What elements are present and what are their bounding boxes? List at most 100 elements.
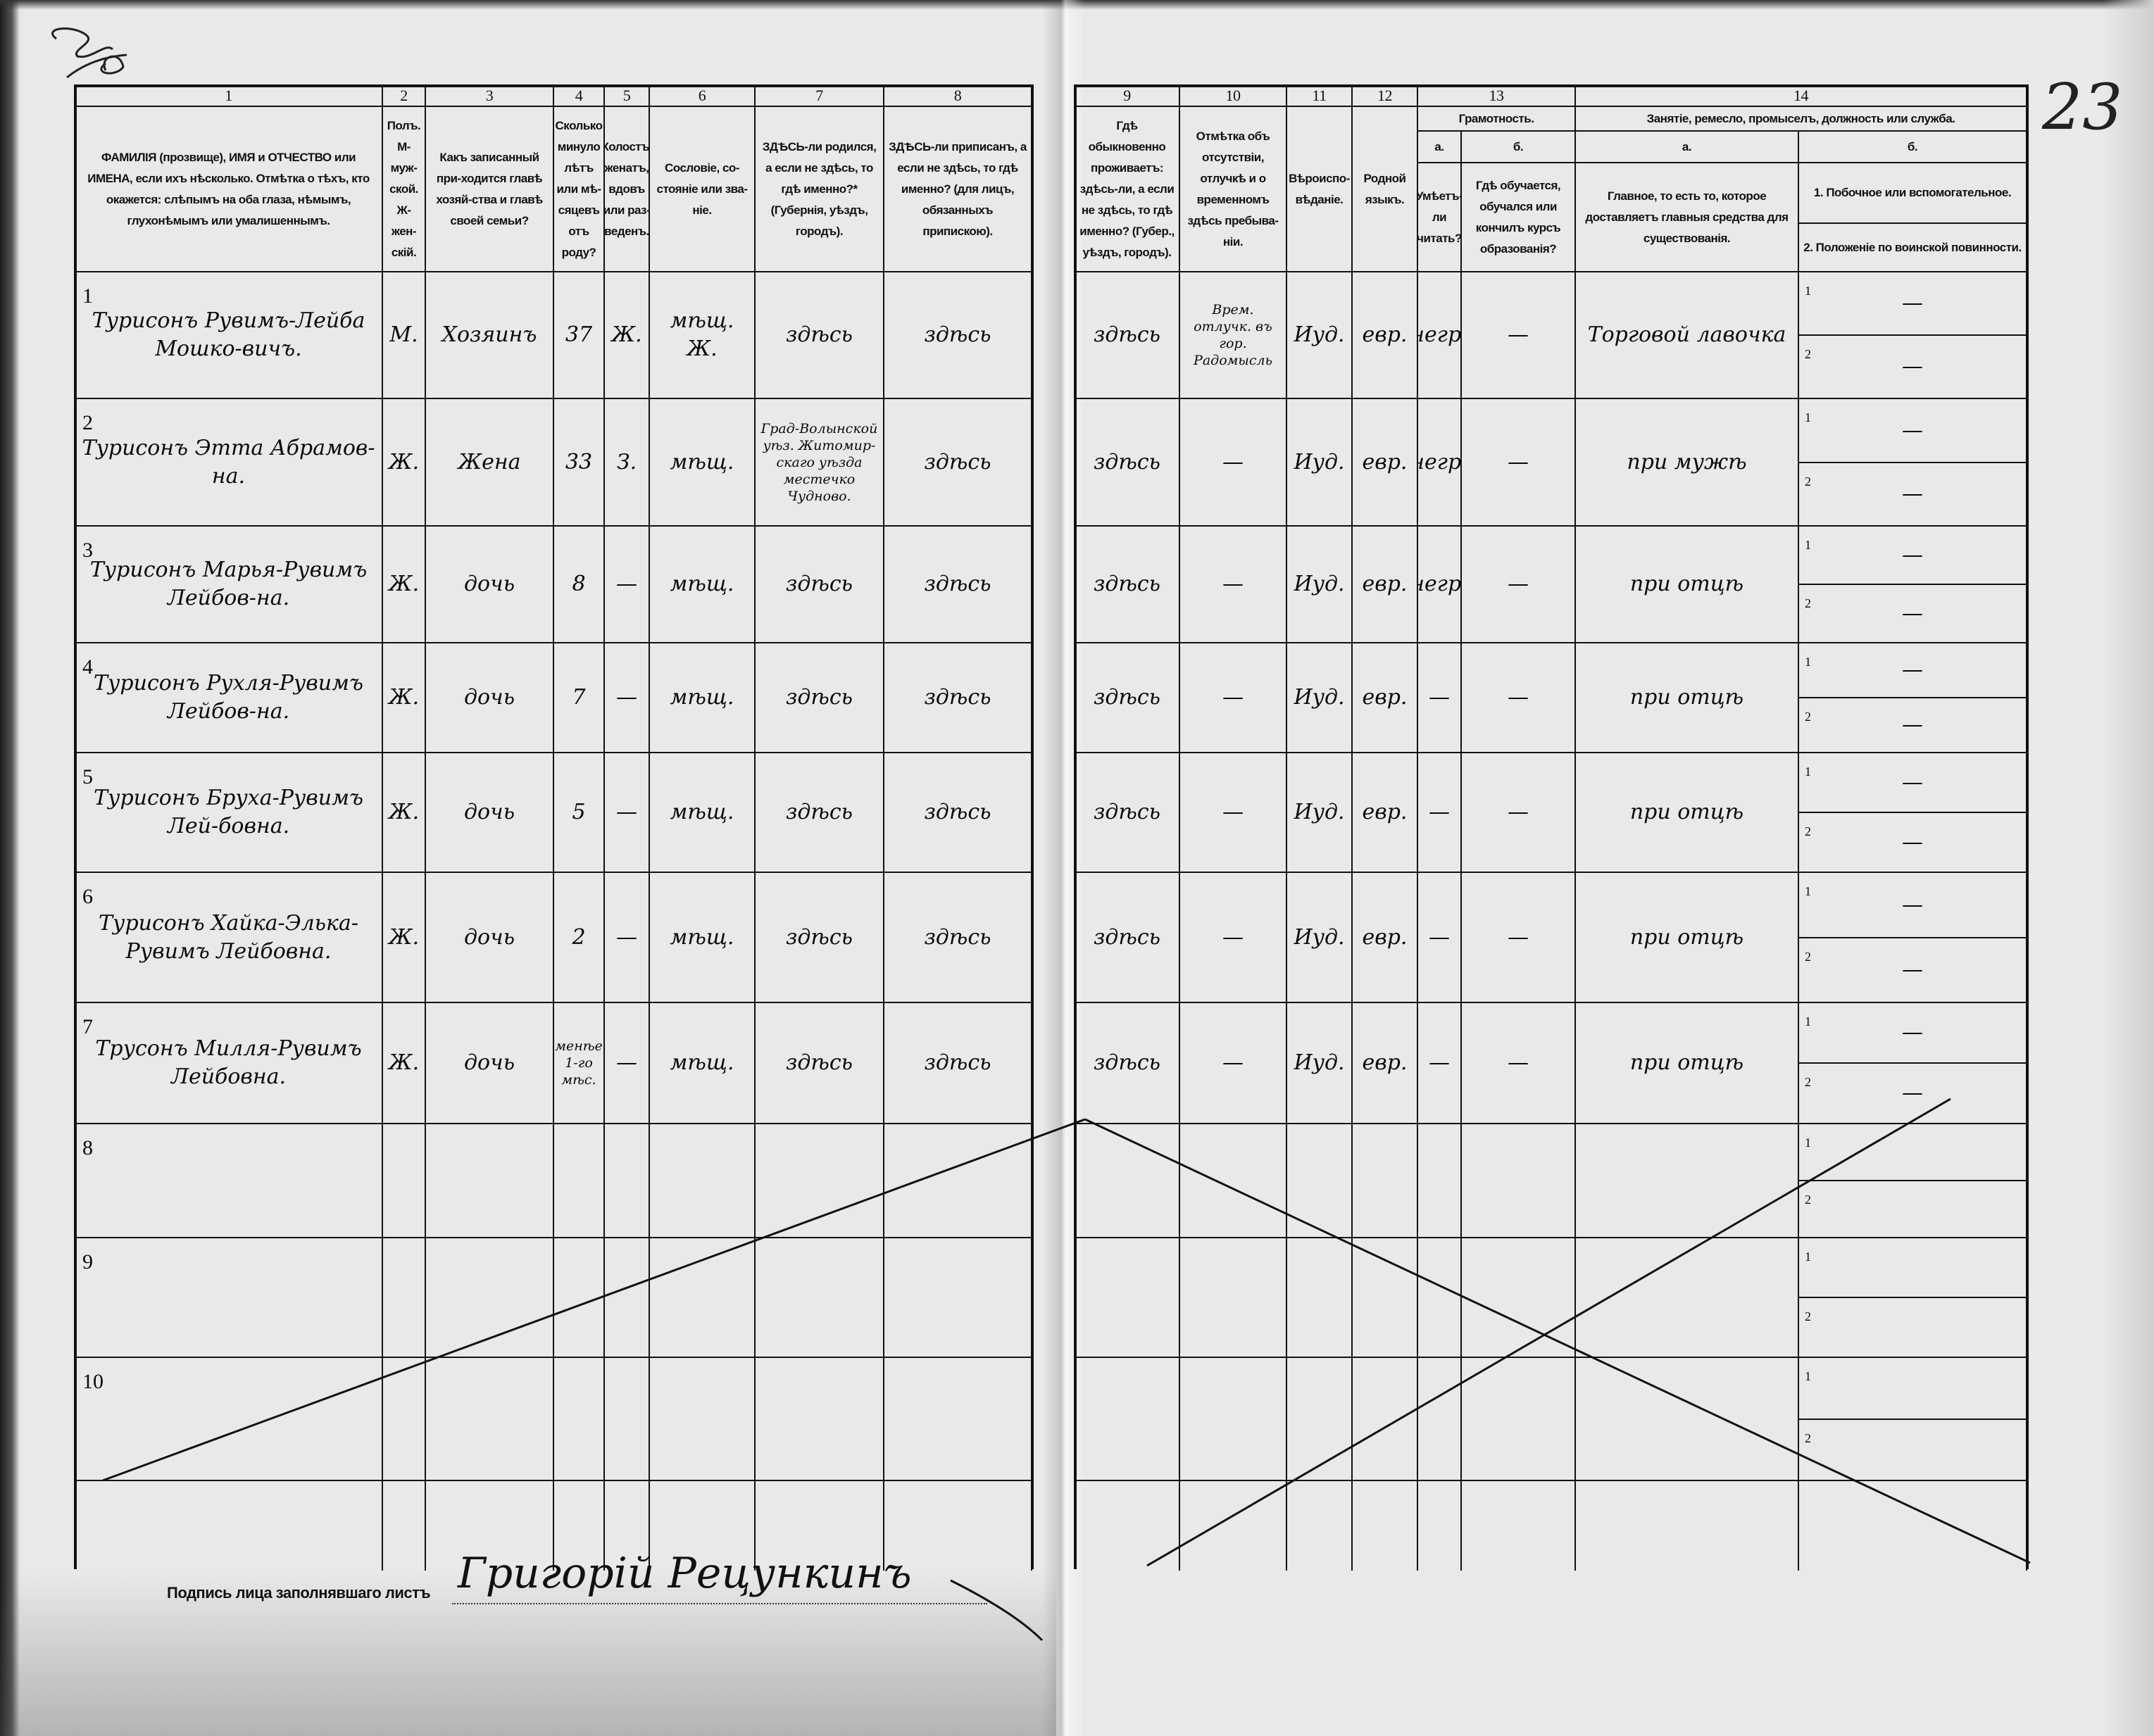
table-cell-side-occupation: 1 — [1799, 1238, 2027, 1298]
table-cell-born — [756, 1124, 884, 1238]
table-cell-reads — [1418, 1481, 1462, 1571]
cell-value: здѣсь — [786, 322, 853, 347]
cell-value: Врем. отлучк. въ гор. Радомысль — [1194, 302, 1272, 368]
table-cell-name: 10 — [75, 1358, 383, 1481]
cell-value: здѣсь — [1094, 572, 1160, 596]
cell-value: — — [1429, 685, 1450, 710]
sub-number: 1 — [1805, 1250, 1811, 1264]
cell-value: Торговой лавочка — [1587, 322, 1786, 347]
sub-number: 2 — [1805, 474, 1811, 489]
table-cell-resides: здѣсь — [1075, 527, 1180, 643]
cell-value: при отцѣ — [1629, 685, 1744, 710]
table-cell-absence: — — [1180, 1003, 1287, 1124]
cell-value: — — [1902, 769, 1923, 795]
cell-value: мѣщ. — [670, 924, 734, 950]
table-cell-language — [1353, 1358, 1418, 1481]
table-cell-resides: здѣсь — [1075, 272, 1180, 399]
cell-value: негр. — [1418, 322, 1462, 347]
column-header: Холостъ, женатъ, вдовъ или раз-веденъ. — [605, 107, 650, 272]
table-cell-marital: — — [605, 753, 650, 873]
cell-value: — — [1429, 1050, 1450, 1075]
table-cell-marital: — — [605, 873, 650, 1003]
table-cell-name: 7 Трусонъ Милля-Рувимъ Лейбовна. — [75, 1003, 383, 1124]
table-cell-schooling — [1462, 1238, 1576, 1358]
table-cell-registered: здѣсь — [884, 527, 1032, 643]
person-name: Турисонъ Этта Абрамов-на. — [82, 435, 375, 489]
cell-value: евр. — [1362, 1050, 1408, 1075]
cell-value: Ж. — [611, 322, 642, 347]
table-cell-estate: мѣщ. — [650, 399, 756, 527]
table-cell-age — [554, 1124, 605, 1238]
cell-value: здѣсь — [786, 1050, 853, 1075]
cell-value: — — [1508, 800, 1529, 824]
column-number: 13 — [1418, 86, 1576, 107]
sub-number: 2 — [1805, 347, 1811, 361]
column-number: 5 — [605, 86, 650, 107]
table-cell-resides: здѣсь — [1075, 1003, 1180, 1124]
cell-value: мѣщ. — [670, 449, 734, 474]
table-cell-empty — [1799, 1481, 2027, 1571]
row-number: 2 — [82, 411, 93, 434]
table-cell-born: здѣсь — [756, 1003, 884, 1124]
cell-value: мѣщ. — [670, 685, 734, 710]
cell-value: — — [616, 685, 637, 710]
sub-number: 2 — [1805, 596, 1811, 610]
cell-value: мѣщ. — [670, 1050, 734, 1075]
cell-value: 5 — [572, 800, 586, 824]
table-cell-occupation: при отцѣ — [1576, 1003, 1799, 1124]
cell-value: здѣсь — [1094, 924, 1160, 950]
column-number: 2 — [383, 86, 426, 107]
table-cell-language: евр. — [1353, 753, 1418, 873]
cell-value: Ж. — [388, 449, 420, 474]
table-cell-language — [1353, 1481, 1418, 1571]
table-cell-absence: — — [1180, 399, 1287, 527]
row-number: 6 — [82, 885, 93, 908]
person-name: Турисонъ Бруха-Рувимъ Лей-бовна. — [94, 786, 363, 838]
cell-value: евр. — [1362, 572, 1408, 596]
row-number: 3 — [82, 539, 93, 562]
column-header: Родной языкъ. — [1353, 107, 1418, 272]
column-header: Гдѣ обучается, обучался или кончилъ курс… — [1462, 163, 1576, 272]
table-cell-born — [756, 1358, 884, 1481]
table-cell-religion: Иуд. — [1287, 1003, 1353, 1124]
table-cell-military-status: 2 — [1799, 1298, 2027, 1358]
table-cell-schooling: — — [1462, 1003, 1576, 1124]
column-header: Сословіе, со-стояніе или зва-ніе. — [650, 107, 756, 272]
table-cell-age — [554, 1358, 605, 1481]
table-cell-military-status: 2— — [1799, 463, 2027, 527]
column-header: Вѣроиспо-вѣданіе. — [1287, 107, 1353, 272]
table-cell-born: здѣсь — [756, 527, 884, 643]
sub-number: 1 — [1805, 1014, 1811, 1029]
table-cell-language: евр. — [1353, 1003, 1418, 1124]
table-cell-schooling: — — [1462, 643, 1576, 753]
table-cell-name — [75, 1481, 383, 1571]
table-cell-marital — [605, 1358, 650, 1481]
table-cell-occupation — [1576, 1124, 1799, 1238]
table-cell-absence: — — [1180, 643, 1287, 753]
table-cell-resides — [1075, 1481, 1180, 1571]
cell-value: — — [1508, 685, 1529, 710]
table-cell-occupation: при мужѣ — [1576, 399, 1799, 527]
cell-value: здѣсь — [924, 800, 991, 824]
table-cell-age: 5 — [554, 753, 605, 873]
table-cell-occupation: при отцѣ — [1576, 643, 1799, 753]
person-name: Турисонъ Хайка-Элька-Рувимъ Лейбовна. — [99, 910, 358, 964]
sub-number: 2 — [1805, 1431, 1811, 1445]
column-number: 4 — [554, 86, 605, 107]
cell-value: здѣсь — [786, 800, 853, 824]
table-cell-born: здѣсь — [756, 753, 884, 873]
table-cell-occupation — [1576, 1238, 1799, 1358]
table-cell-religion — [1287, 1358, 1353, 1481]
cell-value: здѣсь — [1094, 1050, 1160, 1075]
table-cell-estate: мѣщ. — [650, 1003, 756, 1124]
sub-number: 2 — [1805, 710, 1811, 724]
table-cell-absence — [1180, 1481, 1287, 1571]
table-cell-age: 33 — [554, 399, 605, 527]
table-cell-religion: Иуд. — [1287, 272, 1353, 399]
form-frame-right — [1074, 84, 2029, 1569]
column-number: 9 — [1075, 86, 1180, 107]
cell-value: здѣсь — [1094, 800, 1160, 824]
table-cell-schooling: — — [1462, 753, 1576, 873]
table-cell-schooling: — — [1462, 399, 1576, 527]
